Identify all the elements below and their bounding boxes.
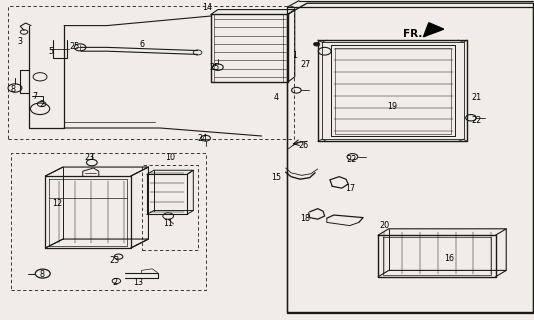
Text: 23: 23 xyxy=(85,153,95,162)
Text: 11: 11 xyxy=(163,220,173,228)
Text: 19: 19 xyxy=(388,102,397,111)
Text: 24: 24 xyxy=(198,134,208,143)
Text: 10: 10 xyxy=(165,153,175,162)
Text: 8: 8 xyxy=(39,270,44,279)
Text: 14: 14 xyxy=(202,3,212,12)
Text: FR.: FR. xyxy=(403,28,422,39)
Text: 3: 3 xyxy=(18,37,23,46)
Text: 13: 13 xyxy=(133,278,143,287)
Text: 12: 12 xyxy=(53,199,62,208)
Text: 2: 2 xyxy=(39,100,44,109)
Text: 8: 8 xyxy=(11,85,16,94)
Text: 17: 17 xyxy=(345,184,355,193)
Circle shape xyxy=(313,42,320,46)
Text: 25: 25 xyxy=(69,42,80,51)
Text: 25: 25 xyxy=(209,63,220,72)
Text: 4: 4 xyxy=(274,93,279,102)
Text: 15: 15 xyxy=(272,173,281,182)
Polygon shape xyxy=(423,23,444,37)
Text: 22: 22 xyxy=(471,116,482,125)
Text: 2: 2 xyxy=(112,278,117,287)
Text: 16: 16 xyxy=(445,254,454,263)
Text: 20: 20 xyxy=(380,221,389,230)
Text: 5: 5 xyxy=(48,47,53,56)
Text: 23: 23 xyxy=(110,256,120,265)
Text: 7: 7 xyxy=(32,92,37,101)
Text: 27: 27 xyxy=(300,60,311,68)
Text: 1: 1 xyxy=(292,51,297,60)
Text: 6: 6 xyxy=(139,40,144,49)
Text: 22: 22 xyxy=(346,155,357,164)
Text: 26: 26 xyxy=(299,141,308,150)
Text: 18: 18 xyxy=(301,214,310,223)
Text: 21: 21 xyxy=(472,93,481,102)
